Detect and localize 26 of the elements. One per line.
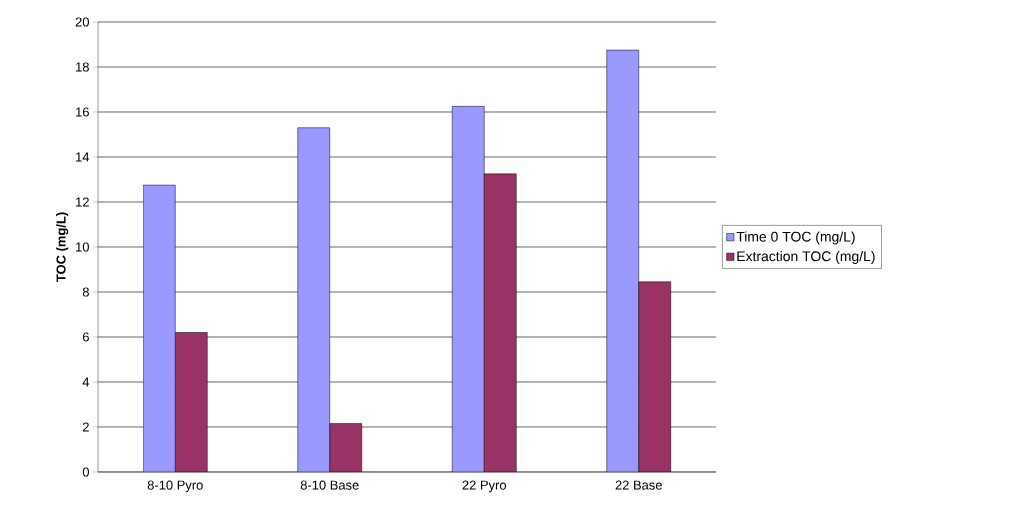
y-tick-label: 0 [82, 467, 89, 477]
x-tick-label: 8-10 Pyro [147, 480, 203, 493]
bar [452, 106, 485, 472]
y-tick-label: 14 [76, 152, 90, 162]
y-tick-label: 18 [76, 62, 89, 72]
bar [175, 332, 208, 472]
y-tick-label: 4 [82, 377, 90, 387]
y-tick-label: 8 [82, 287, 89, 297]
y-tick-label: 2 [82, 422, 89, 432]
x-tick-label: 8-10 Base [300, 480, 359, 490]
bar [638, 281, 672, 472]
bar [143, 184, 176, 472]
y-tick-label: 10 [76, 242, 89, 252]
y-tick-label: 6 [82, 332, 89, 342]
y-tick-label: 12 [76, 197, 89, 207]
y-tick-label: 20 [75, 17, 89, 27]
bar [606, 49, 640, 472]
x-tick-label: 22 Pyro [462, 480, 507, 493]
bar [484, 173, 517, 472]
x-tick-label: 22 Base [615, 480, 662, 490]
legend-label: Extraction TOC (mg/L) [737, 250, 875, 264]
legend-label: Time 0 TOC (mg/L) [736, 231, 855, 245]
y-axis-title: TOC (mg/L) [56, 212, 69, 282]
bar [297, 127, 331, 472]
y-tick-label: 16 [76, 107, 89, 117]
bar [329, 423, 363, 472]
